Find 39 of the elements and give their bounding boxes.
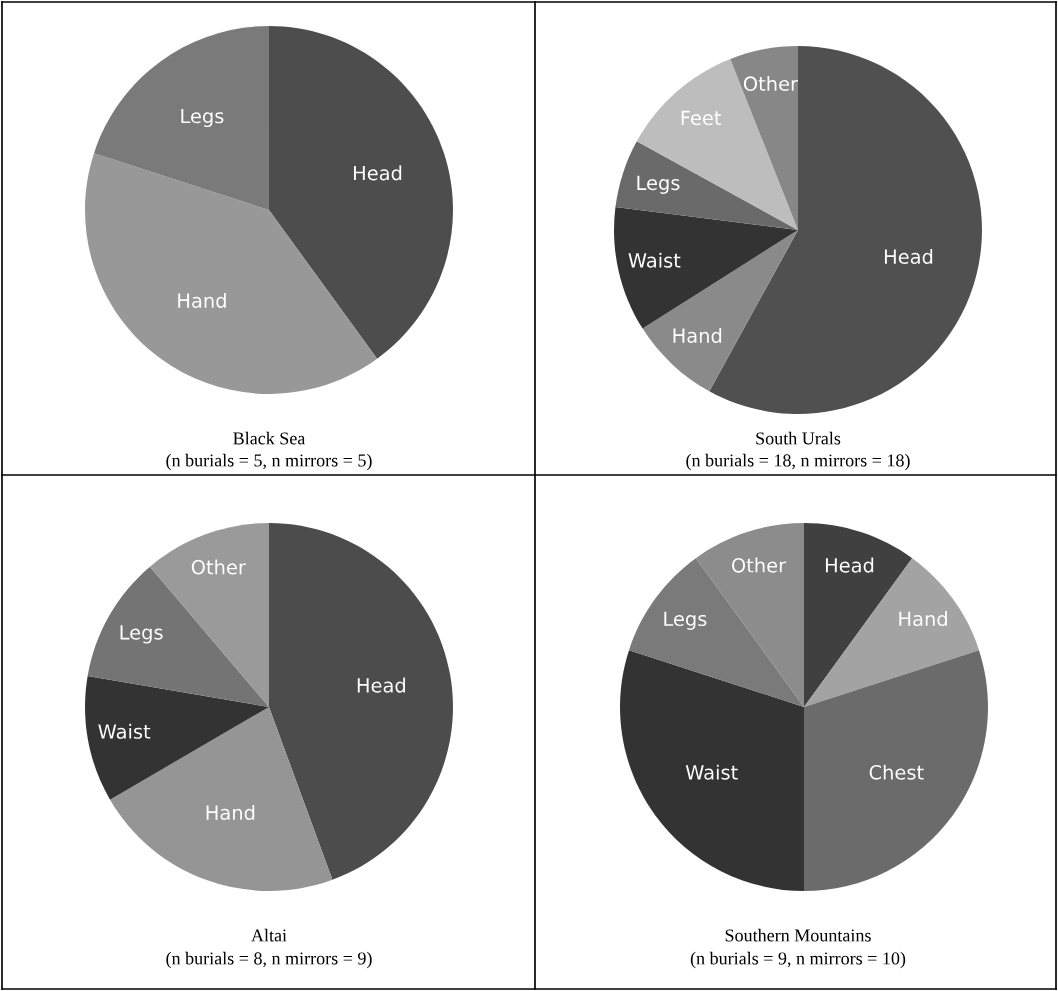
slice-label: Other (191, 559, 246, 575)
slice-label: Hand (899, 611, 947, 627)
pie-slice (614, 206, 798, 329)
pie-slice (636, 58, 798, 230)
slice-label: Waist (685, 764, 738, 780)
slice-label: Other (743, 76, 799, 92)
text: South Urals (756, 431, 841, 445)
text: (n burials = 8, n mirrors = 9) (166, 951, 372, 969)
text: Southern Mountains (725, 928, 871, 942)
pie-slice (615, 141, 798, 230)
text: (n burials = 5, n mirrors = 5) (166, 453, 372, 471)
pie-slice (804, 558, 979, 707)
text: Altai (251, 928, 287, 942)
slice-label: Head (884, 248, 933, 265)
slice-label: Waist (98, 723, 151, 739)
pie-slice (269, 26, 453, 359)
pie-slice (629, 558, 804, 707)
slice-label: Legs (664, 611, 707, 630)
text: (n burials = 18, n mirrors = 18) (686, 453, 910, 471)
text: Black Sea (233, 431, 306, 445)
slice-label: Head (357, 677, 405, 693)
slice-label: Legs (181, 108, 224, 128)
slice-label: Head (825, 557, 874, 573)
pie-slice (804, 650, 988, 891)
slice-label: Hand (206, 804, 255, 820)
pie-slice (269, 523, 453, 880)
slice-label: Legs (120, 625, 163, 644)
pie-slice (620, 650, 804, 891)
slice-label: Hand (673, 327, 722, 343)
text: (n burials = 9, n mirrors = 10) (690, 951, 906, 969)
slice-label: Hand (178, 292, 226, 308)
slice-label: Chest (869, 764, 924, 780)
slice-label: Head (353, 165, 402, 181)
slice-label: Waist (628, 252, 681, 268)
pie-slice (85, 675, 269, 800)
slice-label: Legs (637, 175, 680, 194)
slice-label: Other (732, 557, 787, 573)
pie-slice (94, 26, 269, 210)
slice-label: Feet (681, 110, 722, 126)
